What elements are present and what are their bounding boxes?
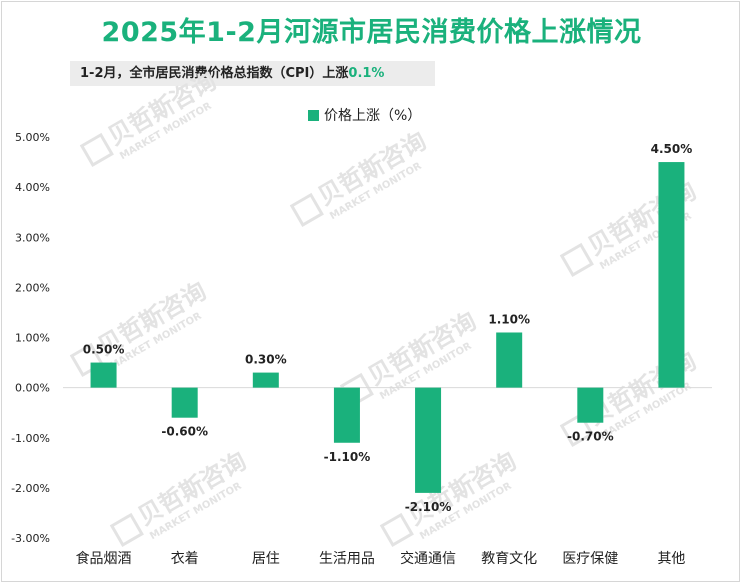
bar-4 — [333, 387, 360, 443]
y-tick-label: 3.00% — [15, 231, 50, 244]
bar-6 — [496, 332, 523, 388]
x-tick-label: 生活用品 — [319, 551, 375, 567]
x-tick-label: 其他 — [657, 551, 685, 567]
x-tick-label: 交通通信 — [400, 550, 456, 567]
data-label: 1.10% — [488, 312, 530, 326]
cpi-summary-box: 1-2月，全市居民消费价格总指数（CPI）上涨0.1% — [70, 61, 435, 86]
watermark-logo-icon — [559, 412, 594, 447]
cpi-summary-value: 0.1% — [348, 66, 385, 81]
data-label: 4.50% — [651, 142, 693, 156]
watermark-logo-icon — [379, 512, 414, 547]
x-tick-label: 居住 — [252, 551, 280, 567]
data-label: 0.50% — [83, 343, 125, 357]
chart-legend: 价格上涨（%） — [308, 105, 421, 125]
y-tick-label: 0.00% — [15, 382, 50, 395]
bar-layer — [90, 162, 685, 493]
data-label: -2.10% — [405, 500, 452, 514]
x-tick-label: 医疗保健 — [562, 551, 618, 567]
watermark-logo-icon — [559, 242, 594, 277]
bar-2 — [171, 387, 198, 418]
y-tick-label: 1.00% — [15, 332, 50, 345]
watermark-logo-icon — [109, 512, 144, 547]
label-layer: 0.50% 食品烟酒 -0.60% 衣着 0.30% 居住 -1.10% 生活用品 -2.10%… — [76, 142, 693, 567]
y-tick-label: 2.00% — [15, 281, 50, 294]
bar-5 — [415, 387, 442, 493]
legend-label: 价格上涨（%） — [324, 108, 422, 124]
bar-3 — [252, 372, 279, 388]
bar-1 — [90, 362, 117, 388]
cpi-summary-text: 1-2月，全市居民消费价格总指数（CPI）上涨 — [80, 66, 349, 81]
data-label: -0.60% — [161, 425, 208, 439]
watermark-logo-icon — [79, 132, 114, 167]
watermark-logo-icon — [289, 192, 324, 227]
x-tick-label: 衣着 — [171, 551, 199, 567]
data-label: 0.30% — [245, 353, 287, 367]
x-tick-label: 教育文化 — [481, 551, 537, 567]
axis-layer: 5.00% 4.00% 3.00% 2.00% 1.00% 0.00% -1.00% -2.0… — [11, 131, 712, 545]
data-label: -0.70% — [567, 430, 614, 444]
y-tick-label: -2.00% — [11, 482, 50, 495]
y-tick-label: 4.00% — [15, 181, 50, 194]
data-label: -1.10% — [324, 450, 371, 464]
page-title: 2025年1-2月河源市居民消费价格上涨情况 — [101, 17, 642, 48]
y-tick-label: -3.00% — [11, 532, 50, 545]
y-tick-label: 5.00% — [15, 131, 50, 144]
bar-7 — [577, 387, 604, 423]
bar-8 — [658, 162, 685, 388]
x-tick-label: 食品烟酒 — [76, 550, 132, 567]
legend-swatch — [308, 109, 319, 121]
y-tick-label: -1.00% — [11, 432, 50, 445]
